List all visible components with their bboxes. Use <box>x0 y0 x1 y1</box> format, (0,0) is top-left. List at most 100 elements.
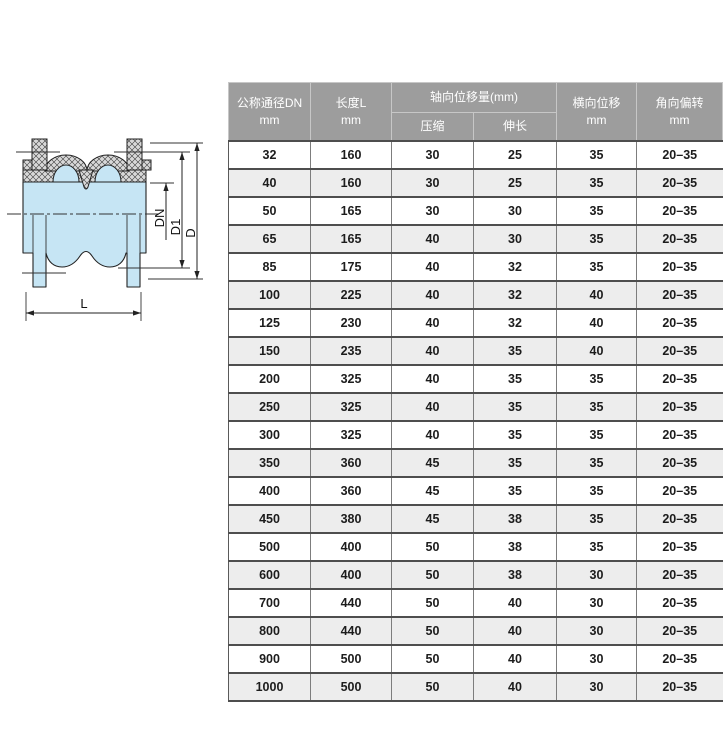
table-cell: 35 <box>473 392 557 421</box>
table-cell: 440 <box>310 616 392 645</box>
expansion-joint-diagram-icon: DN D1 D L <box>7 138 203 321</box>
bellows-inner-left <box>52 164 80 183</box>
table-cell: 40 <box>556 308 637 337</box>
table-cell: 40 <box>391 252 474 281</box>
label-dn: DN <box>152 209 167 228</box>
table-cell: 20–35 <box>636 224 723 253</box>
table-cell: 20–35 <box>636 448 723 477</box>
table-cell: 35 <box>556 196 637 225</box>
table-cell: 150 <box>228 336 311 365</box>
table-cell: 40 <box>473 644 557 673</box>
table-cell: 175 <box>310 252 392 281</box>
table-row: 250 325 40 35 35 20–35 <box>228 392 723 421</box>
table-cell: 50 <box>391 588 474 617</box>
table-cell: 30 <box>556 616 637 645</box>
table-cell: 20–35 <box>636 308 723 337</box>
table-cell: 30 <box>473 224 557 253</box>
table-cell: 35 <box>556 168 637 197</box>
table-cell: 35 <box>556 140 637 169</box>
bellows-center-notch <box>78 169 94 190</box>
table-cell: 40 <box>391 336 474 365</box>
table-row: 900 500 50 40 30 20–35 <box>228 644 723 673</box>
table-cell: 40 <box>391 280 474 309</box>
table-row: 50 165 30 30 35 20–35 <box>228 196 723 225</box>
table-cell: 20–35 <box>636 588 723 617</box>
header-extension: 伸长 <box>473 112 557 142</box>
table-cell: 38 <box>473 504 557 533</box>
table-cell: 360 <box>310 448 392 477</box>
spec-table-header: 公称通径DN mm 长度L mm 轴向位移量(mm) 横向位移 mm <box>228 82 723 142</box>
table-cell: 35 <box>556 392 637 421</box>
table-cell: 45 <box>391 476 474 505</box>
table-row: 350 360 45 35 35 20–35 <box>228 448 723 477</box>
table-cell: 35 <box>556 224 637 253</box>
flange-bolts <box>22 138 152 171</box>
table-cell: 30 <box>556 672 637 702</box>
table-cell: 20–35 <box>636 644 723 673</box>
table-cell: 20–35 <box>636 672 723 702</box>
extension-lines <box>22 142 203 321</box>
table-row: 400 360 45 35 35 20–35 <box>228 476 723 505</box>
table-cell: 160 <box>310 168 392 197</box>
table-cell: 20–35 <box>636 560 723 589</box>
table-cell: 65 <box>228 224 311 253</box>
table-row: 150 235 40 35 40 20–35 <box>228 336 723 365</box>
table-row: 700 440 50 40 30 20–35 <box>228 588 723 617</box>
table-cell: 38 <box>473 560 557 589</box>
header-compression: 压缩 <box>391 112 474 142</box>
table-cell: 35 <box>556 476 637 505</box>
table-cell: 235 <box>310 336 392 365</box>
table-cell: 35 <box>473 364 557 393</box>
table-cell: 400 <box>310 532 392 561</box>
table-cell: 35 <box>556 448 637 477</box>
table-cell: 1000 <box>228 672 311 702</box>
table-cell: 500 <box>310 672 392 702</box>
table-cell: 30 <box>473 196 557 225</box>
table-row: 85 175 40 32 35 20–35 <box>228 252 723 281</box>
table-cell: 20–35 <box>636 616 723 645</box>
table-cell: 35 <box>556 252 637 281</box>
table-row: 65 165 40 30 35 20–35 <box>228 224 723 253</box>
table-cell: 40 <box>473 616 557 645</box>
table-cell: 25 <box>473 140 557 169</box>
table-cell: 200 <box>228 364 311 393</box>
table-cell: 400 <box>310 560 392 589</box>
header-angular-deflection: 角向偏转 mm <box>636 82 723 142</box>
table-cell: 30 <box>391 140 474 169</box>
table-cell: 32 <box>473 280 557 309</box>
table-cell: 325 <box>310 392 392 421</box>
table-cell: 50 <box>391 616 474 645</box>
table-cell: 50 <box>391 644 474 673</box>
bellows-inner-right <box>94 164 122 183</box>
table-cell: 20–35 <box>636 168 723 197</box>
table-cell: 20–35 <box>636 392 723 421</box>
table-cell: 325 <box>310 420 392 449</box>
table-cell: 125 <box>228 308 311 337</box>
table-cell: 30 <box>391 196 474 225</box>
table-cell: 40 <box>473 588 557 617</box>
table-row: 1000 500 50 40 30 20–35 <box>228 672 723 702</box>
table-cell: 40 <box>391 392 474 421</box>
table-cell: 35 <box>473 448 557 477</box>
table-cell: 600 <box>228 560 311 589</box>
dimension-arrows <box>26 143 200 316</box>
header-lateral-displacement: 横向位移 mm <box>556 82 637 142</box>
joint-body-shape <box>22 181 147 288</box>
table-cell: 165 <box>310 196 392 225</box>
expansion-joint-drawing: DN D1 D L <box>0 128 225 330</box>
table-cell: 20–35 <box>636 140 723 169</box>
table-cell: 40 <box>391 364 474 393</box>
table-row: 800 440 50 40 30 20–35 <box>228 616 723 645</box>
table-cell: 50 <box>228 196 311 225</box>
bore-lines <box>32 215 141 253</box>
table-cell: 20–35 <box>636 196 723 225</box>
table-cell: 35 <box>556 420 637 449</box>
table-cell: 30 <box>556 644 637 673</box>
table-cell: 85 <box>228 252 311 281</box>
table-cell: 380 <box>310 504 392 533</box>
table-cell: 350 <box>228 448 311 477</box>
table-cell: 50 <box>391 672 474 702</box>
table-cell: 250 <box>228 392 311 421</box>
table-row: 32 160 30 25 35 20–35 <box>228 140 723 169</box>
spec-table: 公称通径DN mm 长度L mm 轴向位移量(mm) 横向位移 mm <box>228 82 723 702</box>
